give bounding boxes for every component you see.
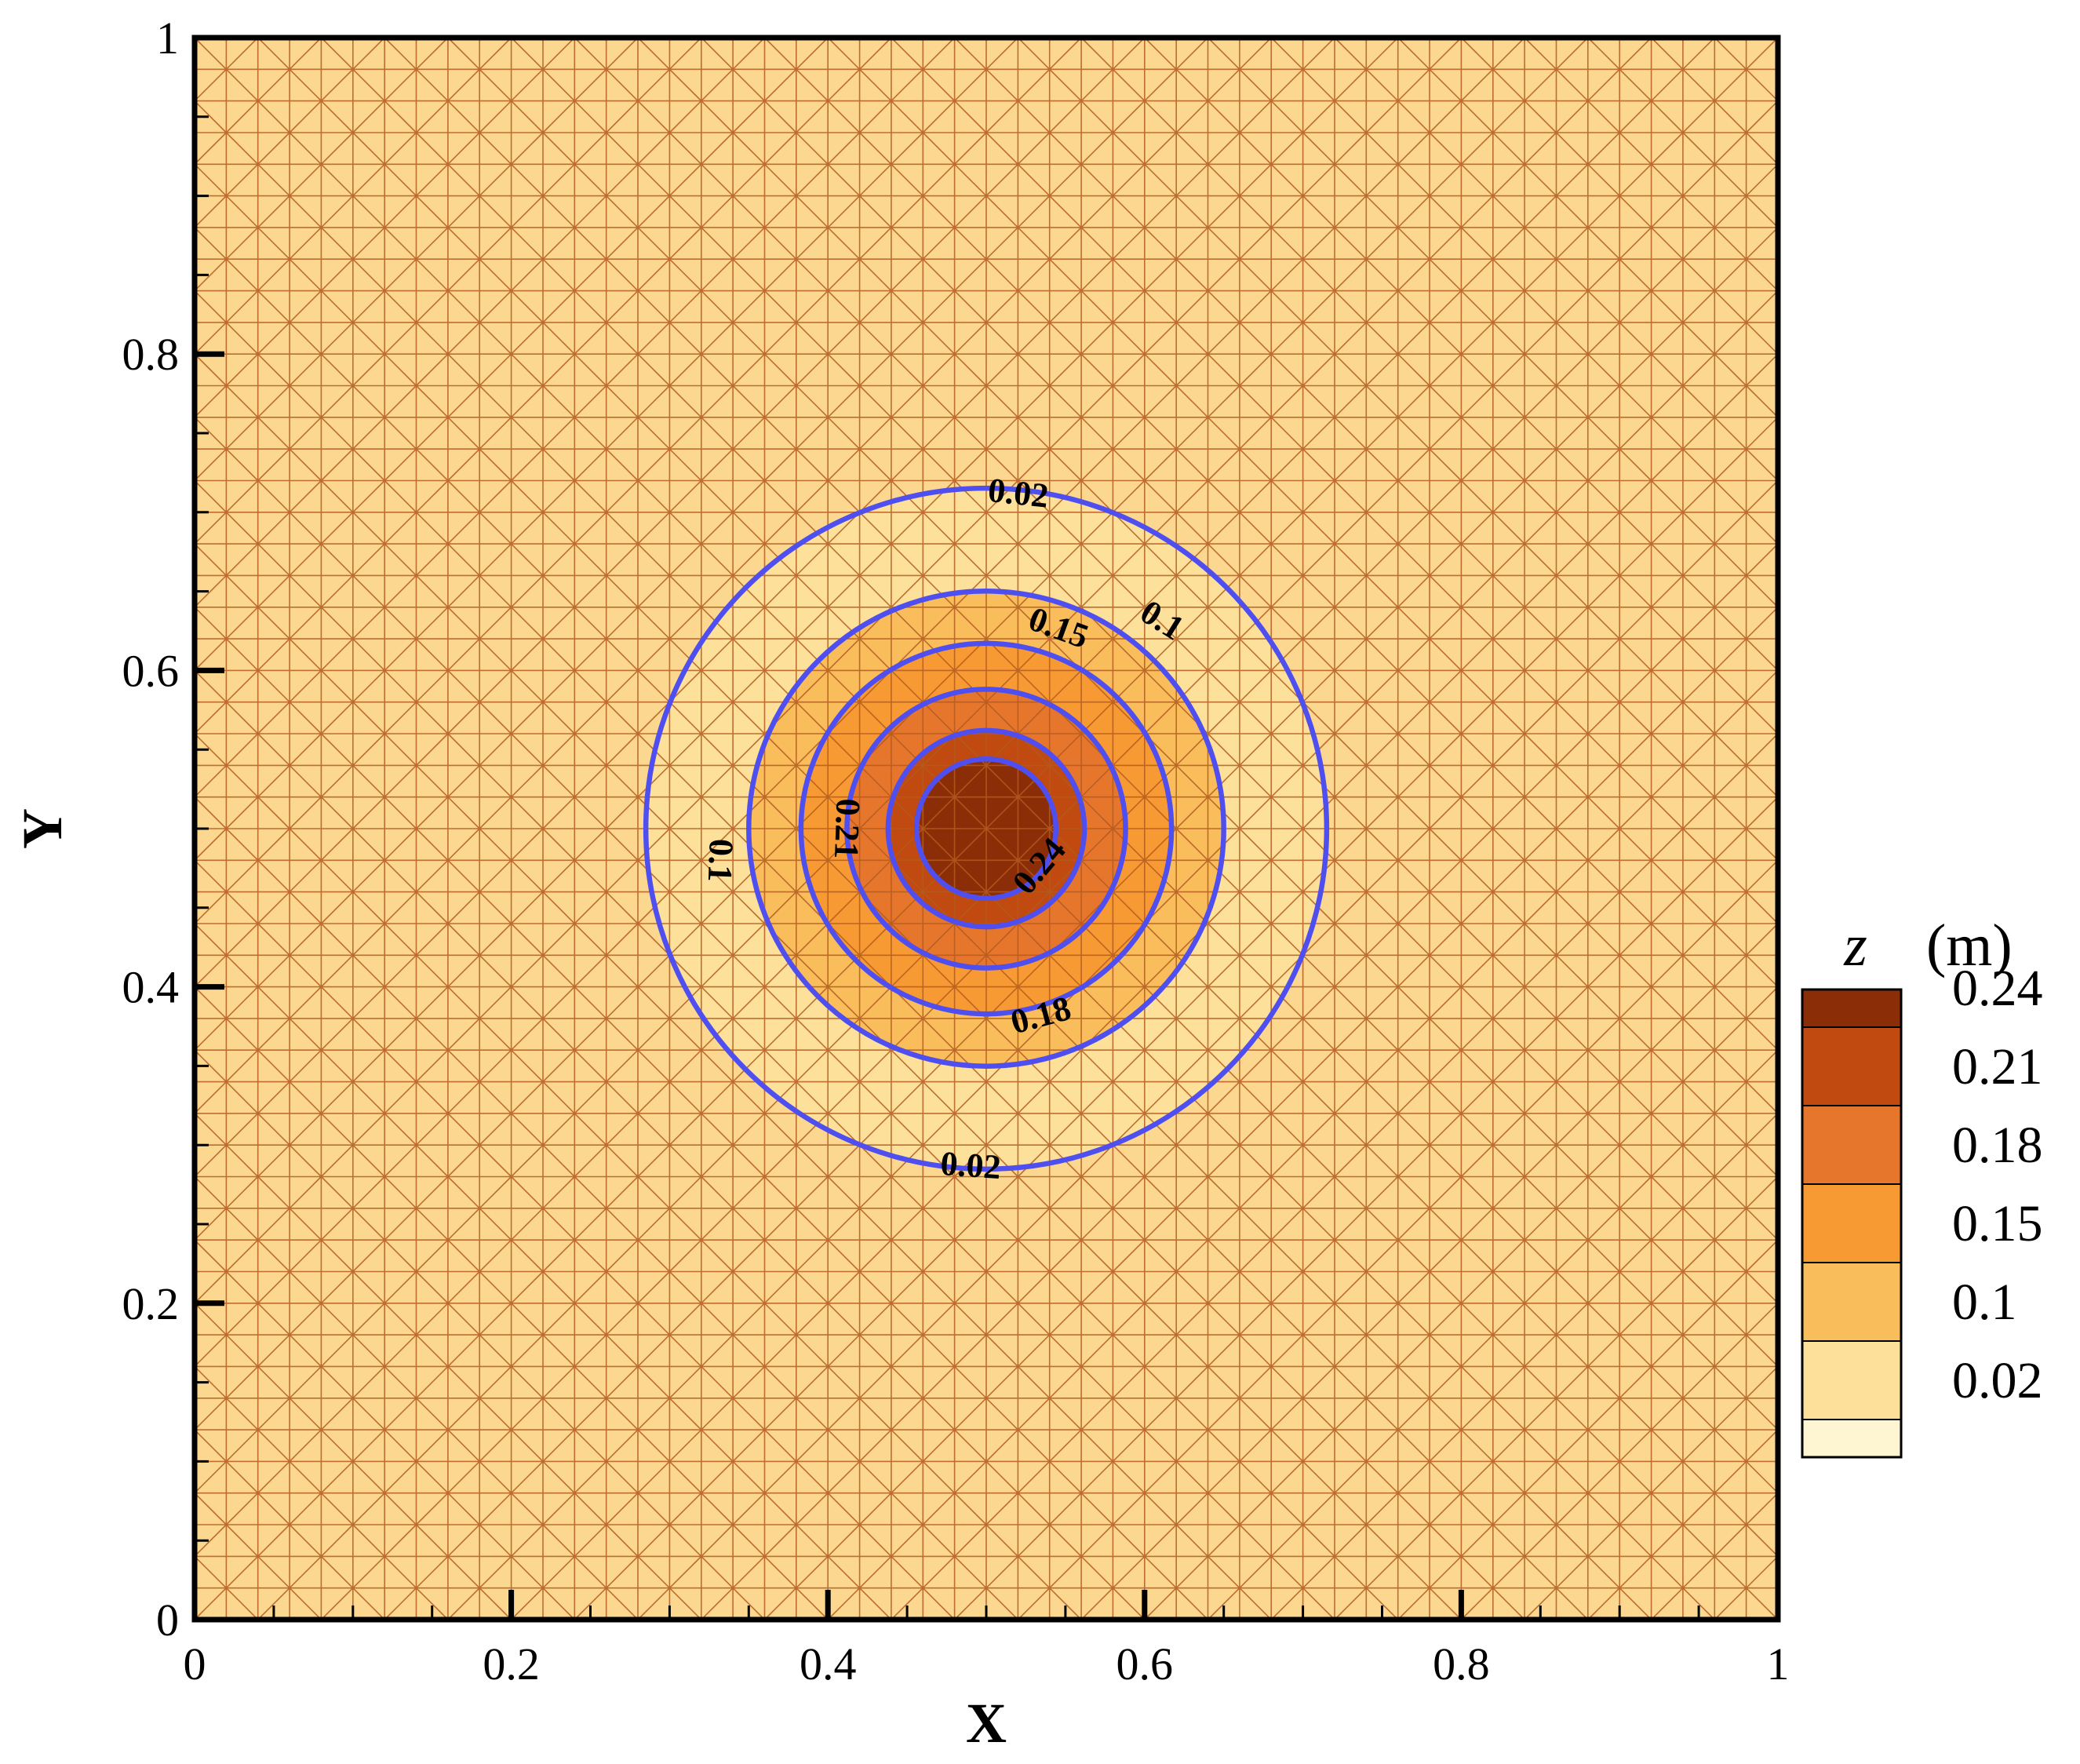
contour-label: 0.1: [701, 838, 741, 883]
legend-swatch: [1801, 989, 1902, 1028]
contour-lines: [643, 485, 1330, 1172]
legend-label: 0.02: [1952, 1352, 2043, 1409]
contour-line-0-02: [643, 485, 1330, 1172]
y-tick-label: 0.2: [122, 1278, 180, 1329]
y-tick-label: 0.6: [122, 645, 180, 696]
legend-swatch: [1801, 1183, 1902, 1263]
contour-line-0-21: [885, 727, 1087, 930]
contour-line-0-15: [798, 640, 1175, 1017]
x-tick-label: 1: [1767, 1638, 1790, 1689]
axis-ticks: 0 0.2 0.4 0.6 0.8 1 0 0.2 0.4 0.6 0.8 1: [122, 13, 1790, 1689]
x-tick-label: 0.8: [1433, 1638, 1490, 1689]
contour-label: 0.02: [986, 471, 1051, 516]
x-tick-label: 0.6: [1116, 1638, 1174, 1689]
legend-swatch: [1801, 1262, 1902, 1342]
mesh-edges: [195, 38, 1778, 1620]
legend-title-variable: z: [1843, 913, 1867, 979]
legend-label: 0.1: [1952, 1274, 2017, 1331]
x-tick-label: 0.2: [483, 1638, 540, 1689]
legend-label: 0.15: [1952, 1195, 2043, 1252]
legend-swatch-base: [1801, 1419, 1902, 1458]
contour-label: 0.21: [827, 798, 868, 860]
contour-label: 0.02: [939, 1144, 1002, 1186]
legend-label: 0.24: [1952, 960, 2043, 1017]
contour-line-0-18: [844, 687, 1128, 971]
y-tick-label: 0: [156, 1595, 179, 1646]
legend-title-unit: (m): [1926, 913, 2013, 979]
x-tick-label: 0.4: [800, 1638, 857, 1689]
legend-swatch: [1801, 1105, 1902, 1185]
legend-swatch: [1801, 1340, 1902, 1420]
triangular-mesh: [195, 38, 1778, 1620]
x-tick-label: 0: [184, 1638, 206, 1689]
legend-frame: [1801, 988, 1903, 1459]
legend-swatch: [1801, 1026, 1902, 1106]
legend: z (m)0.24 0.21 0.18 0.15 0.1 0.02: [1801, 913, 2043, 1459]
legend-label: 0.18: [1952, 1117, 2043, 1174]
y-axis-title: Y: [11, 808, 74, 849]
contour-line-0-24: [913, 756, 1059, 902]
y-tick-label: 0.4: [122, 962, 180, 1013]
y-tick-label: 0.8: [122, 329, 180, 380]
contour-line-0-1: [746, 589, 1226, 1069]
x-axis-title: X: [966, 1692, 1007, 1755]
y-tick-label: 1: [156, 13, 179, 64]
legend-label: 0.21: [1952, 1038, 2043, 1095]
